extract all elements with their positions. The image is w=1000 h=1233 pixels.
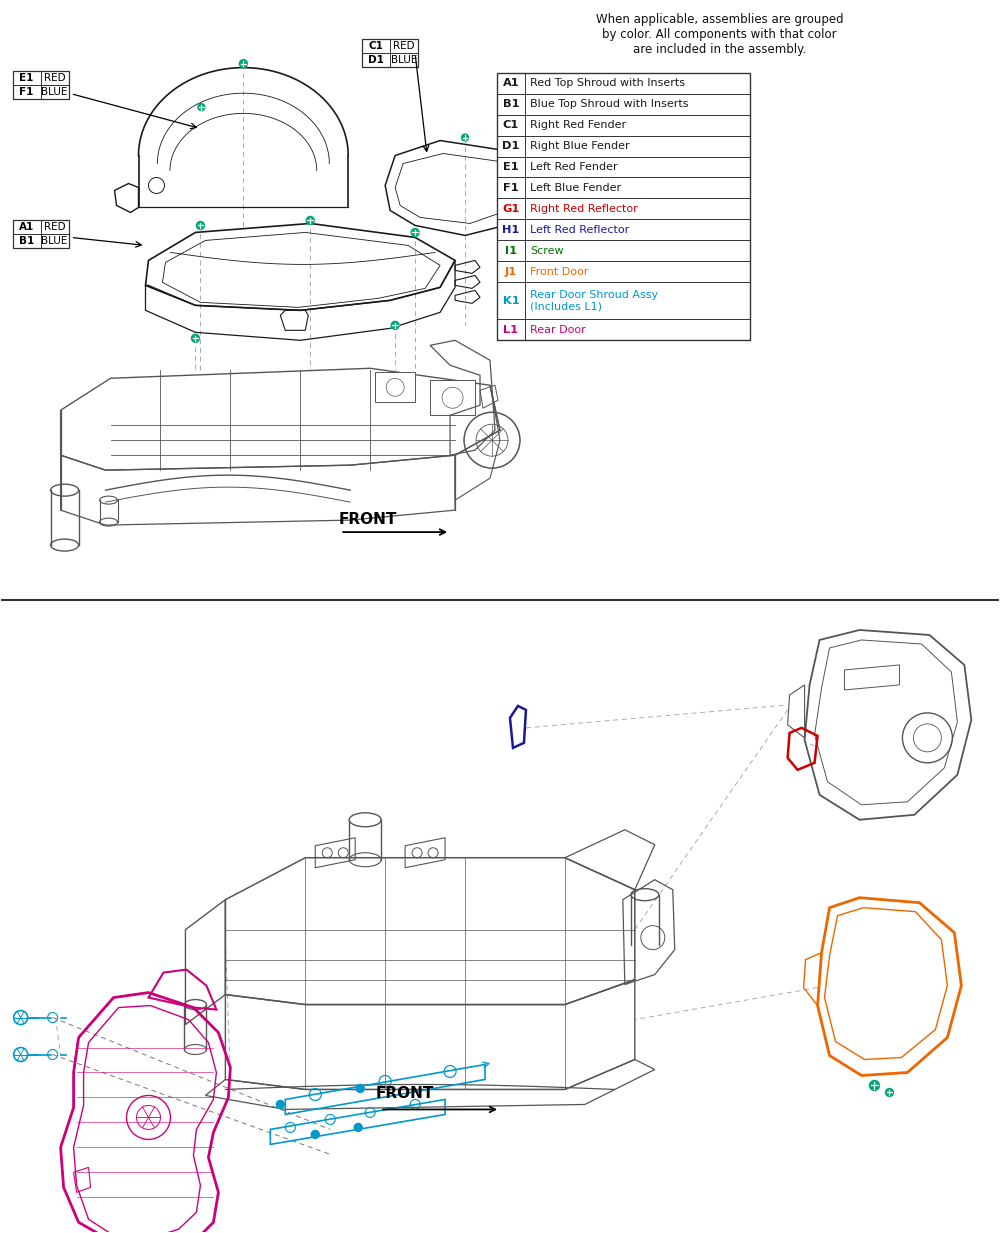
Text: RED: RED (44, 73, 65, 83)
Text: When applicable, assemblies are grouped
by color. All components with that color: When applicable, assemblies are grouped … (596, 12, 844, 55)
Text: F1: F1 (503, 182, 519, 194)
Circle shape (356, 1085, 364, 1092)
Text: B1: B1 (503, 99, 519, 109)
Text: FRONT: FRONT (338, 512, 397, 526)
Text: Left Blue Fender: Left Blue Fender (530, 182, 621, 194)
Circle shape (462, 134, 469, 141)
Circle shape (411, 228, 419, 237)
Text: Right Red Fender: Right Red Fender (530, 120, 626, 129)
Text: FRONT: FRONT (375, 1086, 434, 1101)
Text: Right Blue Fender: Right Blue Fender (530, 141, 630, 150)
Text: F1: F1 (19, 86, 34, 96)
Text: I1: I1 (505, 245, 517, 256)
Bar (497, 73, 750, 340)
Circle shape (198, 104, 205, 111)
Text: Screw: Screw (530, 245, 564, 256)
Text: BLUE: BLUE (41, 86, 68, 96)
Text: Front Door: Front Door (530, 266, 588, 277)
Text: Red Top Shroud with Inserts: Red Top Shroud with Inserts (530, 78, 685, 88)
Text: Left Red Reflector: Left Red Reflector (530, 224, 629, 236)
Circle shape (196, 222, 204, 229)
Text: C1: C1 (369, 41, 384, 51)
Text: Rear Door: Rear Door (530, 324, 586, 335)
Text: E1: E1 (503, 162, 519, 173)
Bar (13, 221, 69, 248)
Text: E1: E1 (19, 73, 34, 83)
Text: Blue Top Shroud with Inserts: Blue Top Shroud with Inserts (530, 99, 688, 109)
Text: K1: K1 (503, 296, 519, 306)
Text: G1: G1 (502, 203, 520, 215)
Bar (13, 70, 69, 99)
Circle shape (885, 1089, 893, 1096)
Circle shape (239, 59, 247, 68)
Text: L1: L1 (503, 324, 518, 335)
Circle shape (391, 322, 399, 329)
Text: B1: B1 (19, 237, 34, 247)
Circle shape (306, 217, 314, 224)
Circle shape (354, 1123, 362, 1132)
Bar (375, 372, 415, 402)
Text: A1: A1 (19, 222, 34, 233)
Text: J1: J1 (505, 266, 517, 277)
Circle shape (311, 1131, 319, 1138)
Bar (362, 38, 418, 67)
Circle shape (501, 144, 508, 150)
Text: A1: A1 (503, 78, 519, 88)
Circle shape (869, 1080, 879, 1090)
Text: H1: H1 (502, 224, 520, 236)
Text: Right Red Reflector: Right Red Reflector (530, 203, 638, 215)
Bar (430, 380, 475, 416)
Text: RED: RED (44, 222, 65, 233)
Circle shape (191, 334, 199, 343)
Text: D1: D1 (502, 141, 520, 150)
Text: BLUE: BLUE (41, 237, 68, 247)
Text: C1: C1 (503, 120, 519, 129)
Text: D1: D1 (368, 54, 384, 64)
Text: Rear Door Shroud Assy
(Includes L1): Rear Door Shroud Assy (Includes L1) (530, 290, 658, 312)
Circle shape (276, 1101, 284, 1108)
Text: Left Red Fender: Left Red Fender (530, 162, 618, 173)
Text: BLUE: BLUE (391, 54, 417, 64)
Text: RED: RED (393, 41, 415, 51)
